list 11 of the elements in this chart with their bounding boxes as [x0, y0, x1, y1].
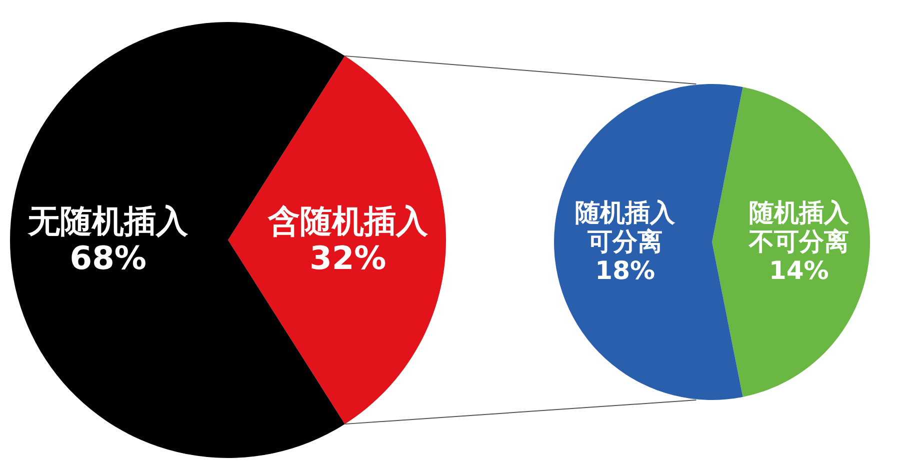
- pie-slice: [554, 84, 743, 400]
- data-label: 32%: [308, 239, 388, 277]
- pie-slice: [228, 56, 446, 424]
- slice-label: 含随机插入: [268, 202, 428, 240]
- pie-slice: [712, 87, 870, 397]
- slice-label: 无随机插入: [28, 202, 188, 240]
- slice-label: 随机插入可分离: [574, 198, 676, 256]
- data-label: 68%: [68, 239, 148, 277]
- data-label: 14%: [768, 255, 830, 286]
- slice-label: 随机插入不可分离: [748, 198, 850, 256]
- data-label: 18%: [594, 255, 656, 286]
